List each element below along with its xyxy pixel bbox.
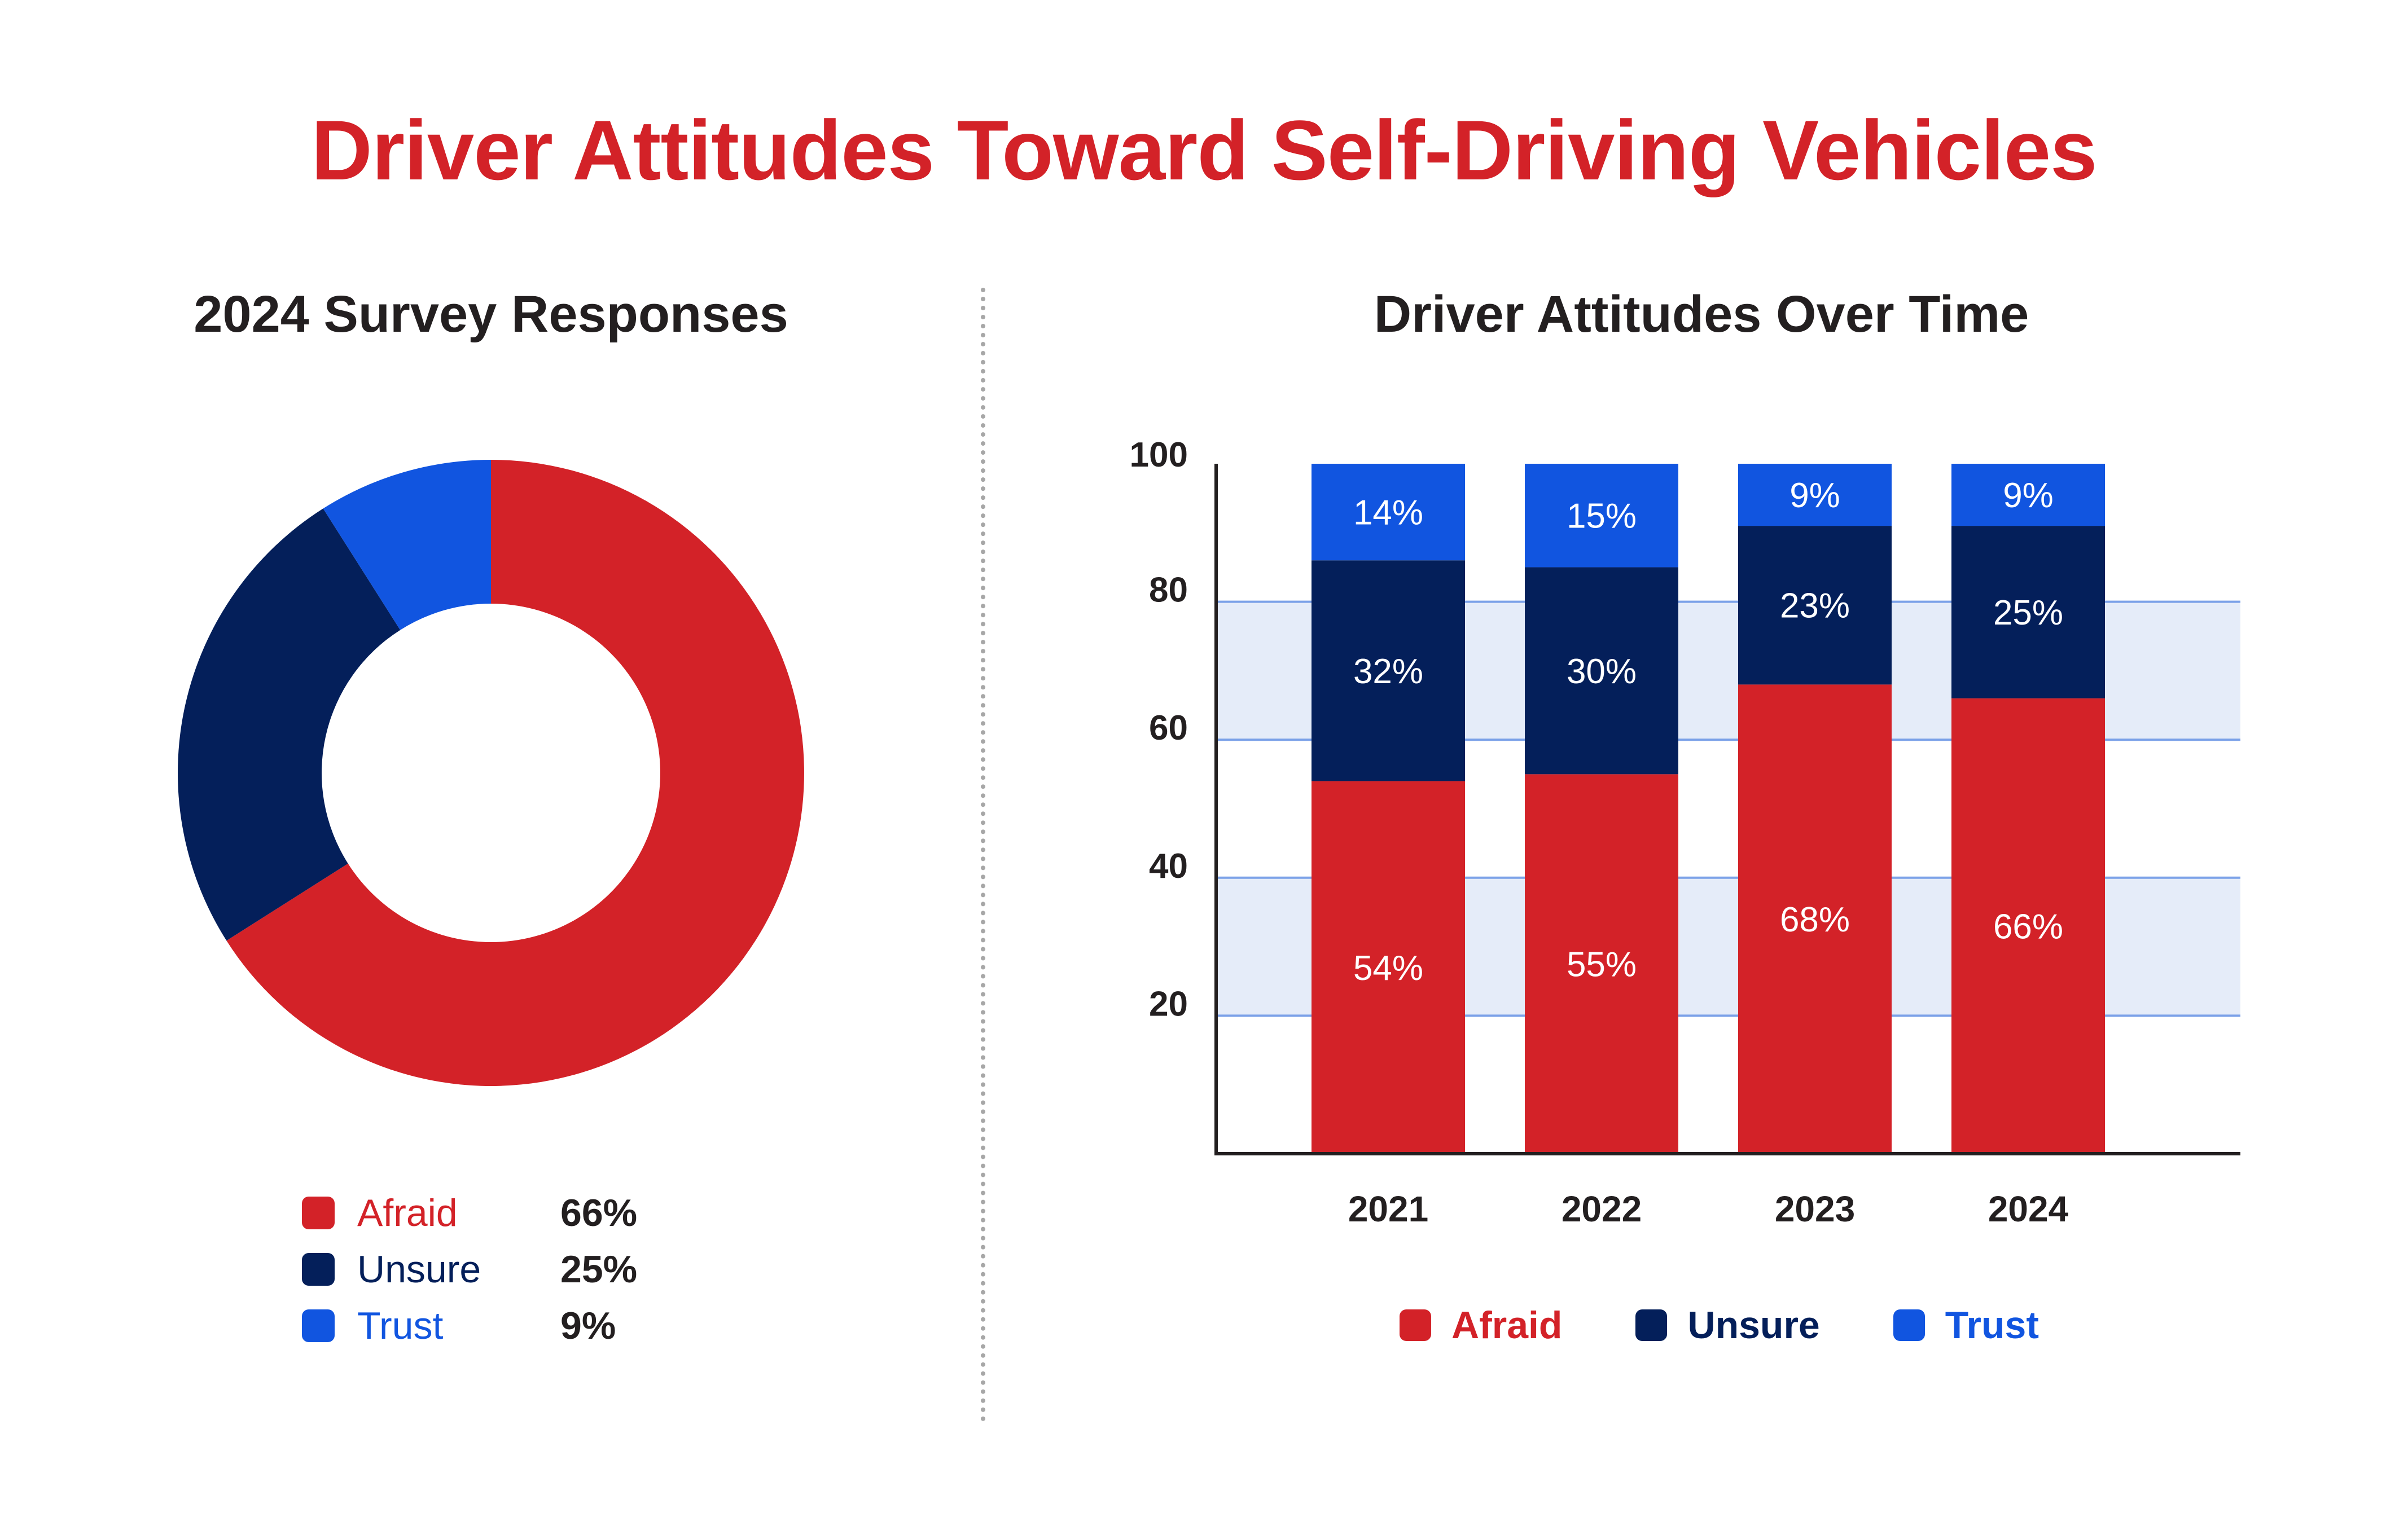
afraid-swatch-icon bbox=[302, 1197, 335, 1229]
bar-data-label: 23% bbox=[1780, 587, 1850, 626]
x-tick-label: 2023 bbox=[1775, 1189, 1855, 1229]
bar-unsure-2021 bbox=[1312, 560, 1465, 781]
bar-trust-2021 bbox=[1312, 464, 1465, 561]
main-title: Driver Attitudes Toward Self-Driving Veh… bbox=[311, 103, 2097, 197]
trust-swatch-icon bbox=[302, 1309, 335, 1342]
bar-data-label: 54% bbox=[1353, 949, 1423, 988]
bar-data-label: 9% bbox=[2003, 476, 2054, 515]
unsure-swatch-icon bbox=[302, 1253, 335, 1286]
legend-label: Trust bbox=[357, 1304, 444, 1347]
donut-chart-title: 2024 Survey Responses bbox=[194, 285, 788, 343]
bar-afraid-2024 bbox=[1951, 698, 2105, 1154]
bar-data-label: 30% bbox=[1567, 652, 1637, 691]
legend-label: Trust bbox=[1945, 1304, 2039, 1347]
bar-data-label: 14% bbox=[1353, 494, 1423, 533]
bar-data-label: 9% bbox=[1789, 476, 1840, 515]
trust-swatch-icon bbox=[1893, 1309, 1925, 1341]
bar-unsure-2023 bbox=[1738, 526, 1892, 685]
unsure-swatch-icon bbox=[1635, 1309, 1668, 1341]
donut-slice-unsure bbox=[178, 508, 401, 941]
bar-chart-title: Driver Attitudes Over Time bbox=[1374, 285, 2029, 343]
y-tick-label: 40 bbox=[1149, 847, 1188, 886]
legend-item-unsure: Unsure 25% bbox=[302, 1241, 637, 1298]
bar-legend: Afraid Unsure Trust bbox=[1400, 1303, 2112, 1347]
legend-value: 66% bbox=[560, 1192, 638, 1234]
bar-trust-2024 bbox=[1951, 464, 2105, 526]
legend-value: 25% bbox=[560, 1248, 638, 1291]
y-tick-label: 20 bbox=[1149, 984, 1188, 1023]
donut-slice-afraid bbox=[226, 460, 805, 1087]
bar-afraid-2021 bbox=[1312, 781, 1465, 1154]
bar-data-label: 15% bbox=[1567, 497, 1637, 536]
bar-data-label: 55% bbox=[1567, 946, 1637, 984]
bar-trust-2022 bbox=[1525, 464, 1678, 568]
legend-label: Afraid bbox=[1451, 1304, 1563, 1347]
y-tick-label: 100 bbox=[1130, 436, 1188, 474]
x-tick-label: 2024 bbox=[1988, 1189, 2069, 1229]
legend-label: Unsure bbox=[357, 1248, 481, 1291]
legend-label: Unsure bbox=[1687, 1304, 1820, 1347]
legend-label: Afraid bbox=[357, 1192, 458, 1234]
y-tick-label: 80 bbox=[1149, 571, 1188, 610]
legend-item-unsure: Unsure bbox=[1635, 1303, 1820, 1347]
donut-slice-trust bbox=[323, 460, 491, 630]
bar-unsure-2022 bbox=[1525, 567, 1678, 775]
donut-legend: Afraid 66% Unsure 25% Trust 9% bbox=[302, 1185, 637, 1354]
panel-divider bbox=[981, 288, 985, 1422]
legend-item-afraid: Afraid bbox=[1400, 1303, 1562, 1347]
bar-unsure-2024 bbox=[1951, 526, 2105, 698]
x-tick-label: 2021 bbox=[1348, 1189, 1428, 1229]
y-tick-label: 60 bbox=[1149, 709, 1188, 748]
x-tick-label: 2022 bbox=[1562, 1189, 1642, 1229]
bar-data-label: 25% bbox=[1993, 593, 2063, 632]
bar-data-label: 32% bbox=[1353, 652, 1423, 691]
legend-item-trust: Trust bbox=[1893, 1303, 2039, 1347]
bar-afraid-2022 bbox=[1525, 774, 1678, 1154]
bar-data-label: 66% bbox=[1993, 907, 2063, 946]
legend-item-afraid: Afraid 66% bbox=[302, 1185, 637, 1241]
afraid-swatch-icon bbox=[1400, 1309, 1431, 1341]
legend-item-trust: Trust 9% bbox=[302, 1298, 637, 1354]
legend-value: 9% bbox=[560, 1304, 616, 1347]
bar-afraid-2023 bbox=[1738, 684, 1892, 1154]
bar-data-label: 68% bbox=[1780, 900, 1850, 939]
bar-trust-2023 bbox=[1738, 464, 1892, 526]
